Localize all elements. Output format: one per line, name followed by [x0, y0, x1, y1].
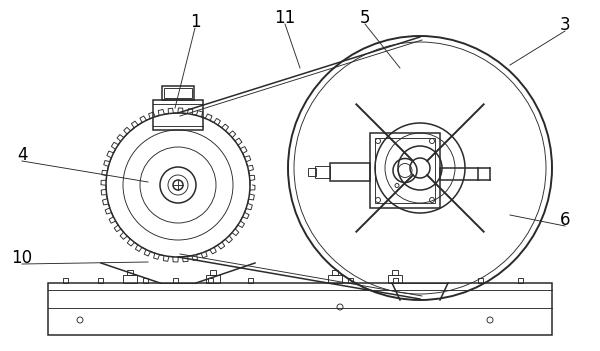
Bar — [123, 275, 137, 283]
Bar — [48, 283, 552, 335]
Bar — [315, 166, 330, 178]
Bar — [143, 278, 148, 283]
Bar — [347, 278, 353, 283]
Bar — [375, 138, 435, 203]
Text: 6: 6 — [560, 211, 570, 229]
Bar — [392, 278, 398, 283]
Text: 5: 5 — [360, 9, 370, 27]
Text: 11: 11 — [274, 9, 296, 27]
Bar — [208, 278, 212, 283]
Bar — [127, 270, 133, 275]
Bar — [308, 168, 316, 176]
Bar — [392, 270, 398, 275]
Bar — [388, 275, 402, 283]
Bar — [210, 270, 216, 275]
Bar — [206, 275, 220, 283]
Bar — [330, 163, 370, 181]
Text: 3: 3 — [560, 16, 571, 34]
Text: 4: 4 — [17, 146, 27, 164]
Bar — [173, 278, 178, 283]
Text: 10: 10 — [11, 249, 32, 267]
Bar — [164, 88, 192, 98]
Bar — [478, 278, 482, 283]
Bar — [370, 133, 440, 208]
Bar — [517, 278, 523, 283]
Bar — [162, 86, 194, 100]
Bar — [328, 275, 342, 283]
Bar — [332, 270, 338, 275]
Bar — [97, 278, 103, 283]
Text: 1: 1 — [190, 13, 200, 31]
Bar — [248, 278, 253, 283]
Bar — [62, 278, 67, 283]
Bar — [153, 100, 203, 130]
Bar — [440, 168, 478, 180]
